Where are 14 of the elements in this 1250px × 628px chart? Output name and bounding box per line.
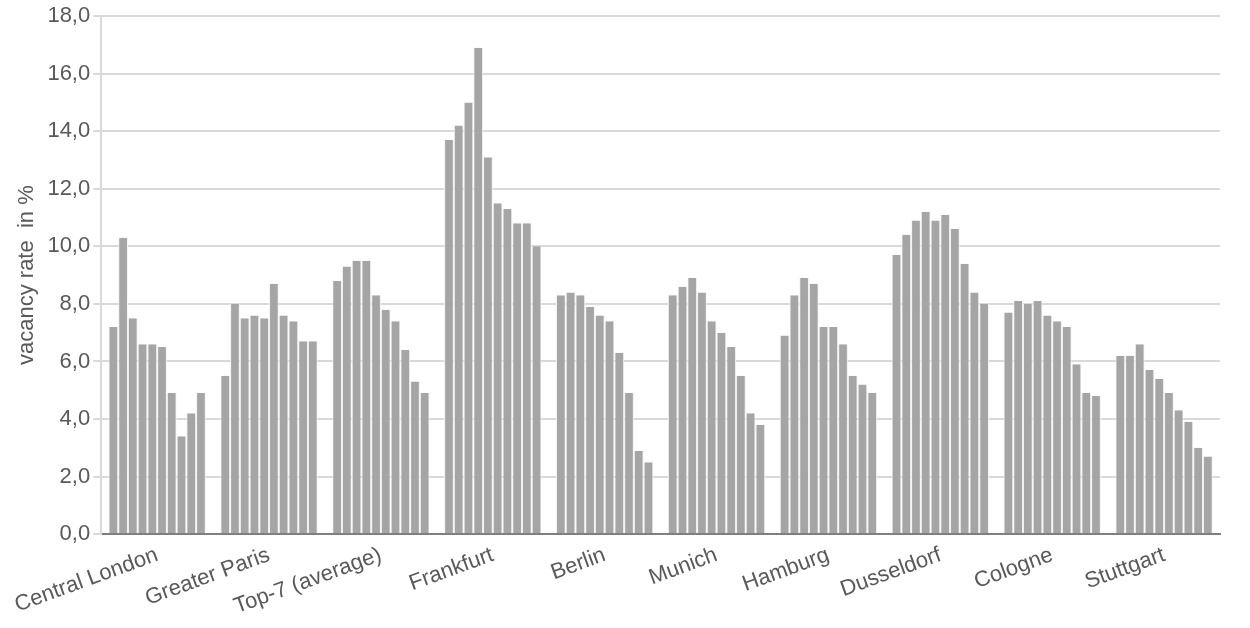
y-tick-label: 14,0	[47, 117, 91, 143]
y-tick-label: 16,0	[47, 59, 91, 85]
y-tick-label: 4,0	[59, 405, 91, 431]
y-tick-label: 0,0	[59, 520, 91, 546]
y-tick-label: 6,0	[59, 347, 91, 373]
x-tick-label: Munich	[645, 541, 721, 590]
y-tick-label: 18,0	[47, 2, 91, 28]
y-tick-label: 12,0	[47, 174, 91, 200]
y-axis-title: vacancy rate in %	[13, 185, 39, 366]
y-tick-label: 2,0	[59, 462, 91, 488]
y-tick-label: 10,0	[47, 232, 91, 258]
x-tick-label: Berlin	[547, 541, 609, 585]
x-tick-label: Cologne	[970, 541, 1056, 593]
y-tick-label: 8,0	[59, 289, 91, 315]
